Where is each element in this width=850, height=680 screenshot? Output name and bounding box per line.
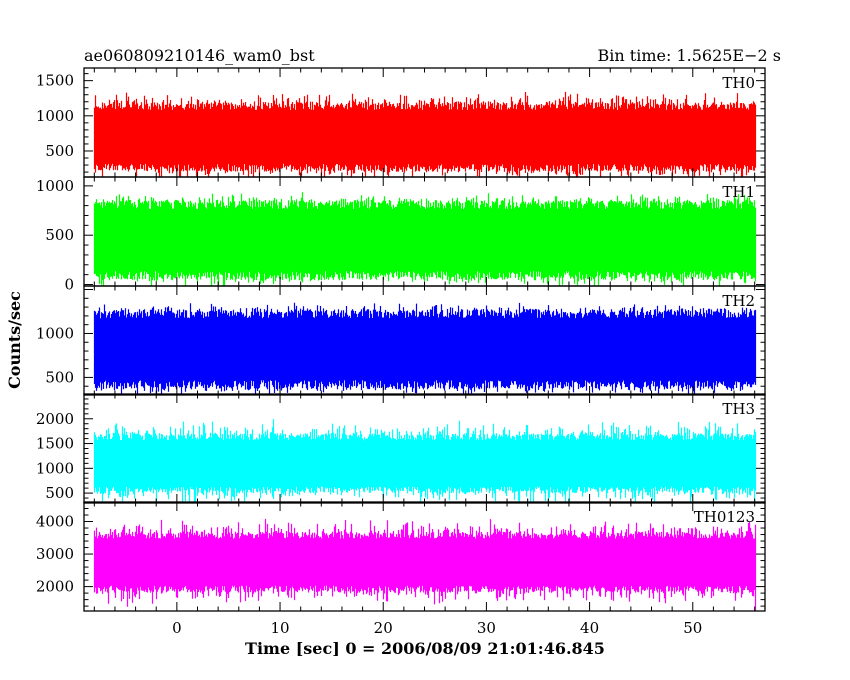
- y-tick-label: 500: [45, 226, 74, 244]
- y-tick-label: 500: [45, 484, 74, 502]
- y-tick-label: 0: [64, 276, 74, 294]
- panel-th2: 500 1000 TH2: [36, 285, 766, 396]
- y-tick-label: 1000: [36, 177, 74, 195]
- y-tick-label: 1500: [36, 72, 74, 90]
- series-th2: [93, 302, 757, 395]
- y-tick-label: 4000: [36, 513, 74, 531]
- bin-time-label: Bin time: 1.5625E−2 s: [598, 46, 781, 65]
- series-th1: [93, 192, 757, 286]
- y-tick-label: 1000: [36, 324, 74, 342]
- panel-th0123: 2000 3000 4000 TH0123: [36, 501, 766, 612]
- chart-title: ae060809210146_wam0_bst: [84, 46, 315, 65]
- x-tick-label: 10: [270, 619, 289, 637]
- panel-label-th2: TH2: [722, 292, 755, 310]
- x-tick-label: 30: [477, 619, 496, 637]
- y-tick-label: 3000: [36, 545, 74, 563]
- series-th0: [93, 91, 757, 177]
- panel-th1: 0 500 1000 TH1: [36, 176, 766, 294]
- x-tick-label: 0: [172, 619, 182, 637]
- panel-label-th3: TH3: [722, 400, 755, 418]
- panel-th3: 500 1000 1500 2000 TH3: [36, 393, 766, 504]
- y-tick-label: 2000: [36, 578, 74, 596]
- y-axis-title: Counts/sec: [5, 291, 24, 389]
- series-th3: [93, 419, 757, 503]
- x-axis-title: Time [sec] 0 = 2006/08/09 21:01:46.845: [245, 639, 605, 658]
- panel-label-th0123: TH0123: [694, 508, 755, 526]
- x-tick-label: 20: [374, 619, 393, 637]
- panel-label-th1: TH1: [722, 183, 755, 201]
- y-tick-label: 1500: [36, 435, 74, 453]
- y-tick-label: 2000: [36, 410, 74, 428]
- x-tick-label: 50: [683, 619, 702, 637]
- y-tick-label: 500: [45, 142, 74, 160]
- series-th0123: [93, 518, 757, 611]
- y-tick-label: 1000: [36, 459, 74, 477]
- y-tick-label: 500: [45, 368, 74, 386]
- x-tick-label: 40: [580, 619, 599, 637]
- panel-label-th0: TH0: [722, 74, 755, 92]
- y-tick-label: 1000: [36, 107, 74, 125]
- panel-th0: 500 1000 1500 TH0: [36, 67, 766, 178]
